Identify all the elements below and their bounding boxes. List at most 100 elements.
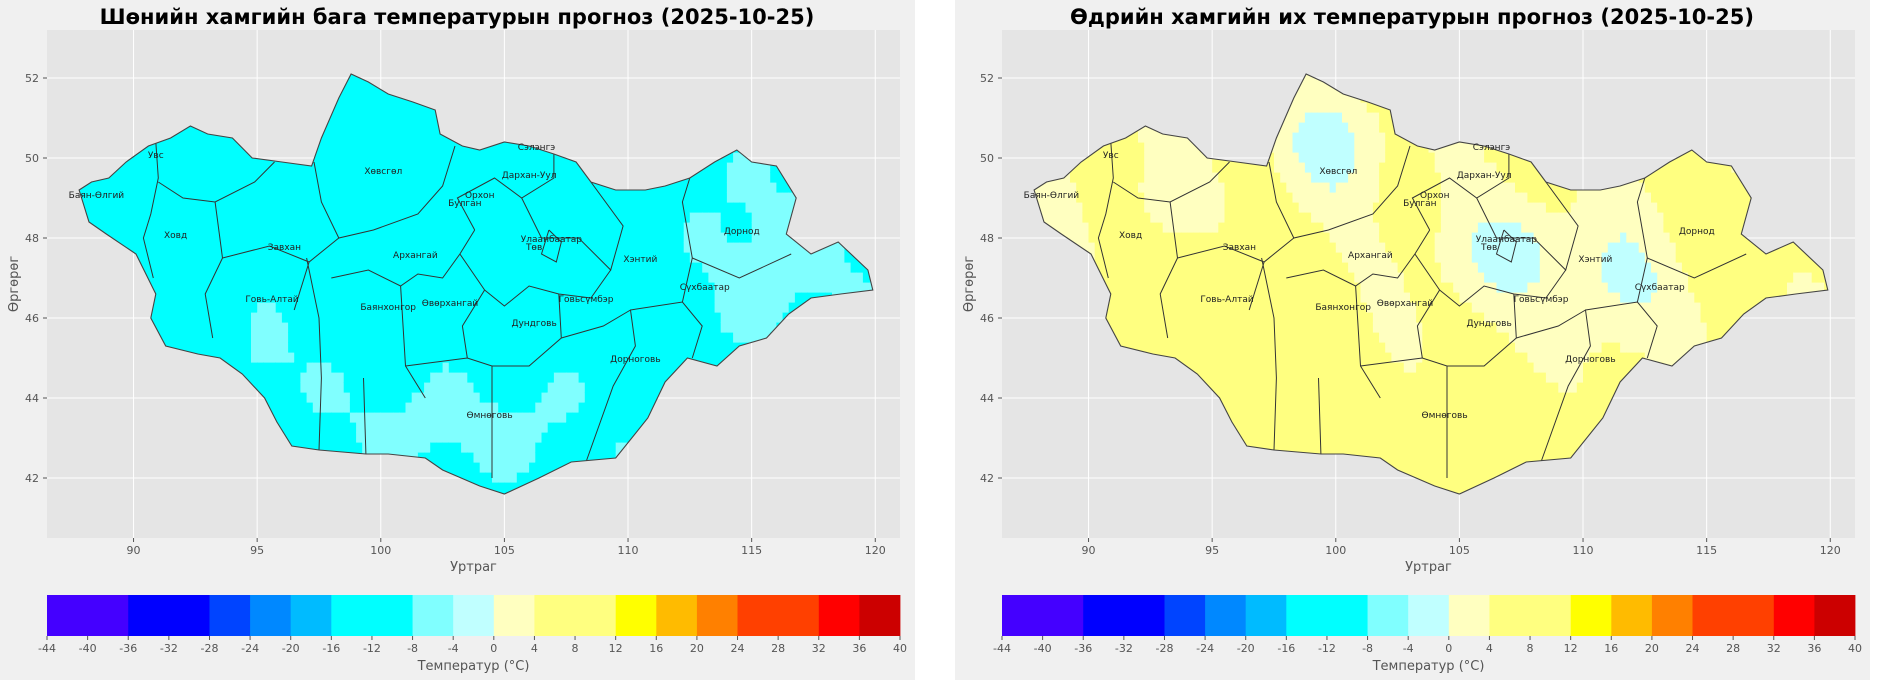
aimag-label: Сэлэнгэ	[1473, 143, 1511, 153]
colorbar-bin	[1205, 595, 1247, 636]
colorbar: -44 -40 -36 -32 -28 -24 -20 -16 -12 -8 -4 0 4 8 12 16 20…	[993, 595, 1862, 674]
aimag-label: Улаанбаатар	[521, 235, 582, 245]
y-axis-label: Өргөрөг	[7, 256, 22, 312]
y-tick-label: 42	[980, 472, 994, 485]
colorbar-tick-label: -12	[1318, 642, 1336, 655]
colorbar-tick-label: 24	[1686, 642, 1700, 655]
colorbar-label: Температур (°C)	[417, 659, 530, 674]
colorbar-tick-label: -20	[1237, 642, 1255, 655]
aimag-label: Булган	[448, 199, 481, 209]
aimag-label: Дорнод	[724, 227, 760, 237]
colorbar-tick-label: -20	[282, 642, 300, 655]
aimag-label: Говьсүмбэр	[559, 295, 614, 305]
aimag-label: Архангай	[1348, 251, 1393, 261]
country-outline	[1033, 73, 1829, 495]
colorbar-tick-label: 40	[1848, 642, 1862, 655]
colorbar-bin	[818, 595, 860, 636]
colorbar-tick-label: 28	[771, 642, 785, 655]
aimag-label: Сүхбаатар	[1635, 283, 1685, 293]
aimag-borders	[142, 141, 792, 478]
colorbar-bin	[331, 595, 413, 636]
x-tick-label: 110	[1573, 544, 1594, 557]
aimag-label: Төв	[1480, 243, 1497, 253]
aimag-label: Баян-Өлгий	[1024, 191, 1080, 201]
day-max-chart: Өдрийн хамгийн их температурын прогноз (…	[962, 5, 1862, 674]
colorbar-bin	[534, 595, 616, 636]
country-outline	[78, 73, 874, 495]
colorbar-tick-label: -8	[407, 642, 418, 655]
x-tick-label: 90	[127, 544, 141, 557]
aimag-label: Хэнтий	[1578, 255, 1612, 265]
colorbar-tick-label: 12	[609, 642, 623, 655]
colorbar-bin	[1083, 595, 1165, 636]
colorbar-tick-label: 8	[572, 642, 579, 655]
colorbar-bin	[1651, 595, 1693, 636]
day-max-panel: Өдрийн хамгийн их температурын прогноз (…	[955, 0, 1870, 680]
colorbar-tick-label: -28	[1155, 642, 1173, 655]
aimag-label: Говьсүмбэр	[1514, 295, 1569, 305]
colorbar-tick-label: -16	[322, 642, 340, 655]
aimag-label: Баян-Өлгий	[69, 191, 125, 201]
colorbar-bin	[859, 595, 901, 636]
aimag-borders	[1097, 141, 1747, 478]
night-min-panel: Шөнийн хамгийн бага температурын прогноз…	[0, 0, 915, 680]
y-tick-label: 50	[980, 152, 994, 165]
colorbar-bin	[128, 595, 210, 636]
colorbar-bin	[1245, 595, 1287, 636]
aimag-label: Өмнөговь	[467, 411, 513, 421]
aimag-label: Архангай	[393, 251, 438, 261]
aimag-label: Баянхонгор	[1315, 303, 1371, 313]
colorbar-bin	[1773, 595, 1815, 636]
aimag-label: Дорноговь	[1565, 355, 1615, 365]
x-tick-label: 95	[250, 544, 264, 557]
colorbar-tick-label: 12	[1564, 642, 1578, 655]
y-tick-label: 52	[980, 72, 994, 85]
night-min-chart: Шөнийн хамгийн бага температурын прогноз…	[7, 5, 907, 674]
colorbar-tick-label: -4	[1403, 642, 1414, 655]
colorbar-tick-label: 32	[1767, 642, 1781, 655]
y-tick-label: 52	[25, 72, 39, 85]
y-tick-label: 44	[980, 392, 994, 405]
colorbar-tick-label: -44	[38, 642, 56, 655]
x-tick-label: 120	[1820, 544, 1841, 557]
aimag-label: Дундговь	[511, 319, 556, 329]
aimag-label: Ховд	[164, 231, 187, 241]
colorbar-tick-label: 24	[731, 642, 745, 655]
aimag-label: Өмнөговь	[1422, 411, 1468, 421]
colorbar-tick-label: -32	[1115, 642, 1133, 655]
colorbar-bin	[412, 595, 454, 636]
colorbar-tick-label: -40	[79, 642, 97, 655]
colorbar-tick-label: 28	[1726, 642, 1740, 655]
aimag-label: Ховд	[1119, 231, 1142, 241]
y-tick-label: 46	[980, 312, 994, 325]
colorbar-tick-label: 0	[1445, 642, 1452, 655]
aimag-label: Завхан	[268, 243, 301, 253]
colorbar-tick-label: -24	[1196, 642, 1214, 655]
colorbar-bin	[1570, 595, 1612, 636]
x-tick-label: 105	[494, 544, 515, 557]
x-axis-label: Уртраг	[450, 560, 497, 575]
x-tick-label: 95	[1205, 544, 1219, 557]
colorbar-bin	[1286, 595, 1368, 636]
colorbar-bin	[453, 595, 495, 636]
aimag-label: Дорноговь	[610, 355, 660, 365]
aimag-label: Дархан-Уул	[502, 171, 557, 181]
colorbar-tick-label: -36	[119, 642, 137, 655]
colorbar-bin	[1408, 595, 1450, 636]
colorbar-tick-label: 36	[852, 642, 866, 655]
colorbar-tick-label: 4	[531, 642, 538, 655]
colorbar-bin	[47, 595, 129, 636]
aimag-label: Сүхбаатар	[680, 283, 730, 293]
colorbar-tick-label: -44	[993, 642, 1011, 655]
aimag-label: Увс	[148, 151, 164, 161]
chart-title: Шөнийн хамгийн бага температурын прогноз…	[100, 5, 815, 29]
aimag-label: Говь-Алтай	[245, 295, 299, 305]
colorbar-tick-label: 32	[812, 642, 826, 655]
colorbar-tick-label: 36	[1807, 642, 1821, 655]
colorbar-bin	[1611, 595, 1653, 636]
aimag-label: Орхон	[1420, 191, 1450, 201]
aimag-label: Дархан-Уул	[1457, 171, 1512, 181]
aimag-label: Сэлэнгэ	[518, 143, 556, 153]
colorbar-bin	[493, 595, 535, 636]
aimag-label: Төв	[525, 243, 542, 253]
